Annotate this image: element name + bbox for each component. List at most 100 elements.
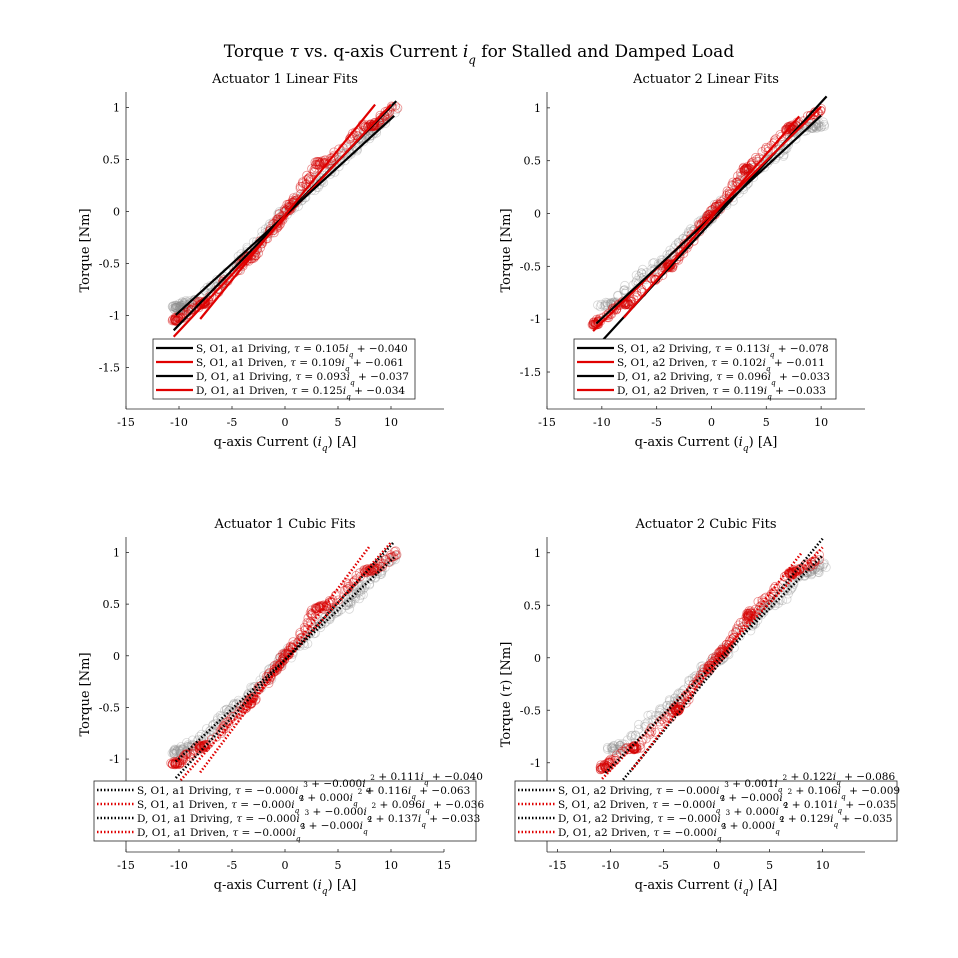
gray-point — [626, 732, 637, 742]
red-point — [170, 760, 180, 770]
gray-point — [376, 567, 387, 578]
gray-point — [224, 706, 234, 716]
red-point — [170, 312, 180, 322]
gray-point — [172, 745, 183, 756]
gray-point — [620, 285, 630, 295]
gray-point — [665, 696, 675, 706]
red-point — [368, 121, 378, 131]
x-tick-label: 10 — [816, 859, 830, 872]
x-tick-label: -5 — [651, 416, 662, 429]
gray-point — [616, 742, 626, 752]
red-point — [358, 122, 369, 132]
gray-point — [641, 721, 651, 731]
gray-point — [236, 249, 246, 259]
gray-point — [606, 743, 616, 753]
gray-point — [265, 663, 275, 674]
red-point — [198, 741, 208, 752]
subplot-4: -15 -10 -5 0 5 10 -1 -0.5 0 0.5 1 Actuator 2 Cubic … — [499, 517, 900, 897]
red-point — [661, 714, 671, 724]
gray-point — [365, 130, 376, 140]
gray-point — [669, 699, 679, 709]
red-point — [814, 554, 824, 565]
y-tick-label: 1 — [534, 102, 541, 115]
red-point — [230, 715, 240, 725]
red-point — [745, 611, 755, 621]
red-point — [172, 758, 182, 769]
red-point — [746, 611, 756, 621]
red-point — [180, 755, 191, 765]
x-tick-label: -15 — [117, 416, 135, 429]
gray-point — [613, 290, 623, 300]
red-point — [706, 660, 717, 671]
gray-point — [177, 744, 187, 754]
gray-point — [808, 561, 818, 571]
red-point — [736, 168, 746, 178]
red-point — [598, 763, 608, 773]
gray-point — [176, 741, 186, 752]
gray-point — [777, 595, 788, 606]
red-point — [316, 157, 327, 167]
red-point — [171, 316, 181, 326]
red-point — [623, 298, 633, 308]
gray-point — [331, 608, 341, 618]
y-tick-label: -1 — [530, 313, 541, 326]
red-point — [197, 743, 207, 754]
gray-point — [634, 719, 644, 730]
red-point — [613, 299, 623, 309]
red-point — [167, 759, 177, 769]
gray-point — [607, 743, 617, 754]
red-point — [684, 694, 694, 705]
x-tick-label: 0 — [282, 416, 289, 429]
gray-point — [185, 297, 195, 307]
gray-point — [184, 742, 194, 752]
gray-point — [813, 556, 823, 567]
gray-point — [199, 285, 209, 296]
gray-point — [316, 176, 326, 186]
gray-point — [665, 249, 676, 259]
gray-point — [178, 302, 188, 313]
gray-point — [789, 128, 799, 138]
x-axis-label: q-axis Current (iq) [A] — [214, 878, 357, 897]
red-point — [243, 255, 253, 265]
gray-point — [171, 748, 181, 758]
gray-point — [390, 108, 400, 118]
red-point — [674, 706, 684, 716]
red-point — [596, 760, 606, 770]
red-point — [672, 706, 682, 716]
gray-point — [697, 670, 708, 680]
gray-point — [192, 736, 202, 746]
gray-point — [765, 151, 775, 162]
gray-point — [330, 167, 340, 177]
gray-point — [714, 652, 724, 662]
gray-point — [243, 696, 253, 706]
gray-point — [184, 742, 194, 752]
red-point — [170, 314, 180, 324]
gray-point — [372, 569, 382, 579]
gray-point — [677, 691, 687, 702]
gray-point — [168, 302, 178, 312]
red-point — [314, 157, 325, 167]
fit-line-2 — [592, 106, 822, 332]
gray-point — [673, 695, 683, 706]
gray-point — [643, 717, 653, 727]
gray-point — [775, 595, 785, 605]
red-point — [618, 296, 628, 306]
red-point — [324, 595, 335, 606]
red-point — [787, 568, 798, 578]
gray-point — [595, 302, 605, 312]
red-point — [810, 557, 820, 567]
red-point — [175, 312, 185, 322]
red-point — [276, 215, 286, 225]
gray-point — [356, 590, 366, 601]
gray-point — [763, 598, 773, 609]
red-point — [666, 260, 676, 270]
gray-point — [807, 560, 817, 570]
gray-point — [339, 148, 349, 159]
red-point — [757, 597, 767, 607]
gray-point — [179, 743, 189, 753]
red-point — [630, 744, 640, 754]
red-point — [276, 658, 286, 669]
gray-point — [334, 162, 344, 172]
gray-point — [780, 583, 791, 594]
x-tick-label: 0 — [708, 416, 715, 429]
